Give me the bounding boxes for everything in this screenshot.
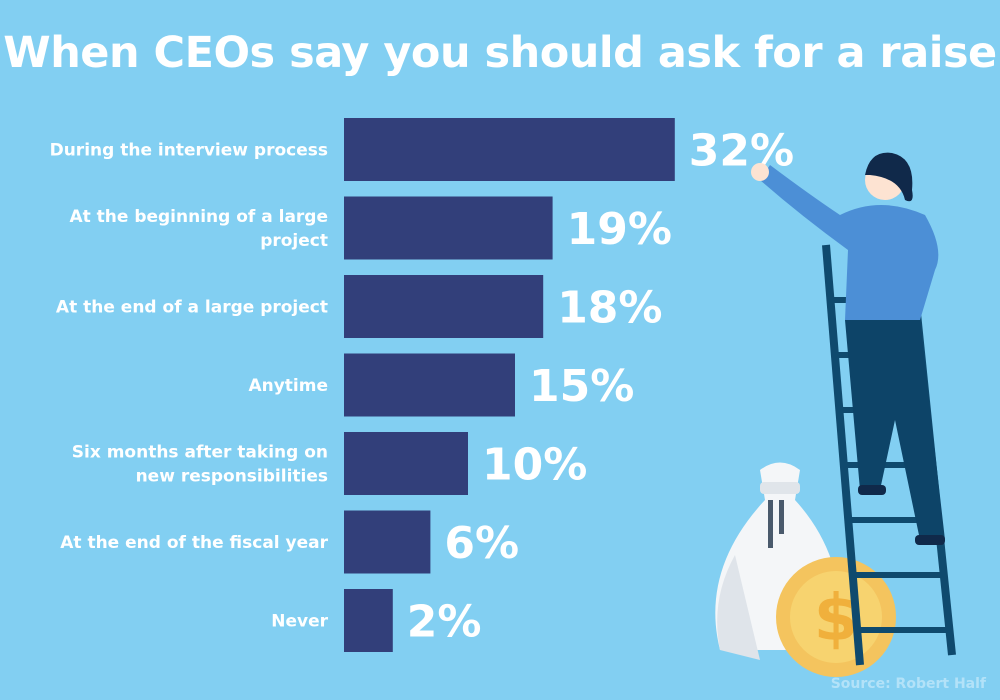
- data-label: 18%: [557, 283, 662, 334]
- source-note: Source: Robert Half: [830, 676, 986, 692]
- data-label: 32%: [689, 126, 794, 177]
- data-label: 6%: [444, 518, 519, 569]
- category-label: At the end of the fiscal year: [60, 533, 328, 553]
- data-label: 2%: [407, 597, 482, 648]
- data-label: 19%: [567, 204, 672, 255]
- bar: [344, 275, 544, 338]
- category-label: Never: [271, 612, 328, 632]
- category-label: At the end of a large project: [56, 298, 328, 318]
- bar: [344, 196, 553, 260]
- woman-figure-icon: [751, 152, 945, 545]
- category-label: During the interview process: [50, 141, 328, 161]
- category-label: new responsibilities: [136, 467, 328, 487]
- bar: [344, 589, 393, 652]
- category-label: project: [260, 231, 328, 251]
- category-label: Six months after taking on: [72, 443, 328, 463]
- bar: [344, 353, 515, 417]
- bar: [344, 432, 468, 495]
- data-label: 15%: [529, 361, 634, 412]
- category-label: At the beginning of a large: [69, 207, 328, 227]
- chart-title: When CEOs say you should ask for a raise: [3, 28, 997, 78]
- data-label: 10%: [482, 440, 587, 491]
- bar: [344, 118, 675, 181]
- category-label: Anytime: [248, 376, 328, 396]
- bar: [344, 510, 431, 574]
